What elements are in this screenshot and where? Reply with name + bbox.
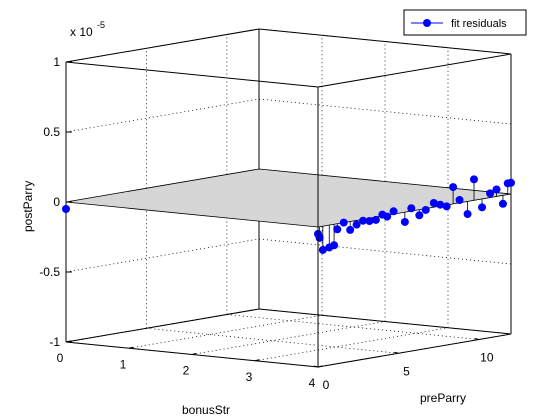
x-tick-label: 0 — [57, 351, 64, 365]
residual-point — [400, 217, 409, 226]
residual-point — [429, 199, 438, 207]
x-tick-label: 1 — [120, 357, 127, 371]
residual-point — [359, 216, 368, 225]
legend: fit residuals — [403, 9, 527, 36]
residual-point — [62, 205, 70, 213]
x-tick-mark — [128, 346, 134, 349]
residual-point — [449, 183, 458, 192]
legend-entry-label: fit residuals — [451, 18, 507, 30]
y-tick-label: 10 — [480, 351, 494, 365]
y-tick-mark — [394, 351, 399, 354]
residual-point — [383, 212, 392, 221]
residual-point — [389, 207, 398, 216]
grid-line — [258, 98, 512, 125]
residual-point — [407, 204, 416, 213]
z-tick-label: 0.5 — [43, 125, 60, 139]
x-tick-mark — [65, 340, 71, 343]
x-tick-mark — [191, 353, 197, 355]
x-tick-mark — [317, 365, 323, 368]
residual-point — [415, 211, 424, 220]
residual-point — [436, 200, 445, 209]
legend-box — [403, 9, 527, 36]
y-axis-label: preParry — [420, 391, 466, 405]
z-exponent-power: -5 — [97, 20, 105, 30]
box-edge — [65, 308, 260, 343]
z-axis-label: postParry — [21, 181, 35, 232]
x-tick-label: 2 — [183, 364, 190, 378]
grid-line — [128, 314, 323, 349]
residual-point — [442, 202, 451, 211]
residual-point — [318, 245, 327, 254]
residual-point — [315, 233, 324, 242]
grid-line — [65, 28, 260, 63]
grid-line — [65, 308, 260, 343]
z-tick-label: -0.5 — [39, 265, 60, 279]
fit-surface — [65, 168, 512, 228]
residual-point — [339, 218, 348, 227]
x-tick-mark — [254, 359, 260, 362]
grid-line — [191, 321, 386, 355]
z-tick-label: -1 — [49, 335, 60, 349]
z-tick-label: 0 — [53, 195, 60, 209]
residual-point — [463, 210, 472, 219]
residual-point — [455, 196, 464, 204]
residual-point — [486, 189, 495, 198]
y-tick-label: 5 — [403, 364, 410, 378]
legend-marker — [423, 19, 431, 27]
z-exponent-label: x 10 — [70, 25, 93, 39]
grid-line — [65, 238, 260, 273]
residual-point — [507, 178, 515, 187]
grid-line — [258, 238, 512, 265]
fit-plane — [65, 168, 512, 228]
x-axis-label: bonusStr — [182, 403, 230, 417]
z-tick-label: 1 — [53, 55, 60, 69]
box-edge — [65, 61, 319, 88]
grid-line — [65, 98, 260, 133]
residual-point — [498, 199, 507, 208]
x-tick-label: 3 — [246, 370, 253, 384]
residual-point — [478, 203, 487, 212]
grid-line — [146, 327, 399, 354]
residual-point — [346, 225, 355, 234]
box-edge — [258, 28, 512, 55]
residual-point — [352, 220, 361, 229]
residual-point — [492, 185, 501, 194]
grid-line — [254, 327, 449, 362]
x-tick-label: 4 — [309, 376, 316, 390]
residual-point — [330, 241, 339, 250]
residual-point — [421, 205, 430, 214]
residual-point — [470, 175, 479, 184]
residual-point — [333, 225, 342, 234]
residual-point — [371, 215, 380, 224]
box-edge — [317, 53, 512, 88]
y-tick-label: 0 — [323, 378, 330, 392]
residual-point — [365, 217, 374, 225]
y-tick-mark — [474, 338, 479, 340]
y-tick-mark — [313, 365, 319, 368]
